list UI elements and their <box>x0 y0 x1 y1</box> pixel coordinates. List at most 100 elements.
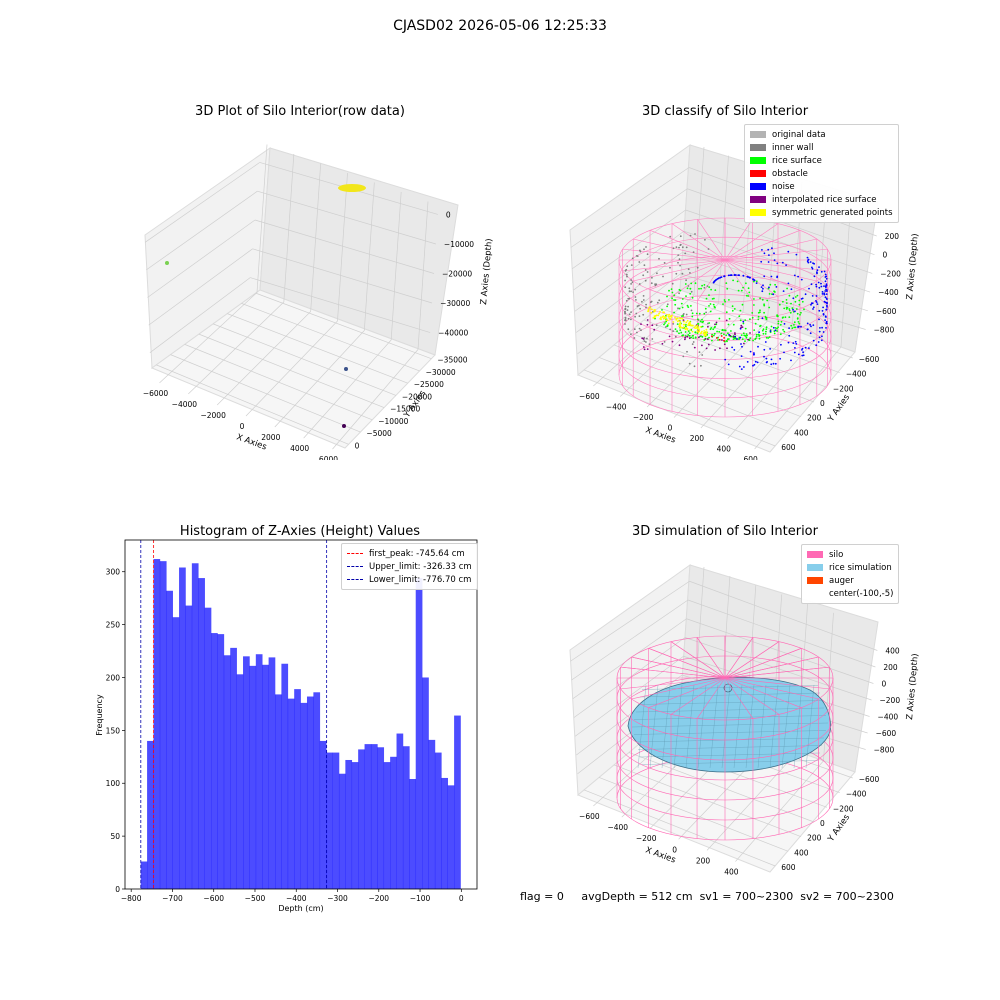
inner-wall-point <box>634 296 637 298</box>
y-tick-label: −25000 <box>414 380 444 389</box>
inner-wall-point <box>636 255 639 257</box>
y-tick-label: −5000 <box>366 429 392 438</box>
inner-wall-point <box>707 248 710 250</box>
noise-point <box>821 326 823 329</box>
inner-wall-point <box>701 354 704 356</box>
histogram-bar <box>313 692 321 889</box>
inner-wall-point <box>634 315 636 318</box>
noise-point <box>774 362 777 365</box>
symmetric-point <box>705 328 708 331</box>
inner-wall-point <box>633 328 636 331</box>
y-gridline <box>628 332 815 403</box>
y-tick-label: −400 <box>846 790 867 799</box>
histogram-bar <box>185 605 193 889</box>
noise-point <box>769 330 772 333</box>
inner-wall-point <box>681 272 684 275</box>
inner-wall-point <box>624 305 627 308</box>
noise-point <box>816 269 819 272</box>
histogram-bar <box>345 759 353 889</box>
x-gridline <box>700 329 793 429</box>
noise-point <box>781 261 784 264</box>
x-tick-label: −800 <box>121 894 142 903</box>
histogram-bar <box>166 590 173 889</box>
inner-wall-point <box>642 295 645 297</box>
z-left-gridline <box>577 273 681 355</box>
inner-wall-point <box>631 281 634 284</box>
symmetric-point <box>662 311 664 314</box>
interpolated-point <box>734 333 736 336</box>
noise-point <box>770 275 773 278</box>
panel2-chart[interactable]: −600 −400 −200 0 200 400 600 600 400 200 0 −200 −40… <box>560 130 920 460</box>
inner-wall-point <box>628 287 631 290</box>
noise-point <box>767 261 770 263</box>
interpolated-point <box>661 342 664 345</box>
panel4-silo-wireframe-front <box>616 636 834 841</box>
symmetric-point <box>697 331 700 334</box>
symmetric-point <box>647 308 650 311</box>
panel1-y-ticks: 0 −5000 −10000 −15000 −20000 −25000 −30000 −350… <box>355 356 468 451</box>
noise-point <box>801 354 804 357</box>
legend-entry: auger <box>807 574 893 587</box>
inner-wall-point <box>677 254 680 256</box>
rice-surface-point <box>763 311 765 314</box>
rice-surface-point <box>687 330 690 332</box>
noise-point <box>821 310 824 312</box>
rice-surface-point <box>713 332 716 335</box>
histogram-bars <box>140 559 461 889</box>
rice-surface-point <box>794 326 797 329</box>
rice-surface-point <box>757 315 760 318</box>
x-tick-label: 400 <box>724 868 739 877</box>
x-tick-label: 600 <box>743 455 758 460</box>
inner-wall-point <box>638 315 641 317</box>
x-tick-label: 0 <box>672 845 677 854</box>
rice-surface-point <box>679 289 682 292</box>
z-left-gridline <box>147 219 256 298</box>
y-gridline <box>227 313 408 384</box>
rice-surface-point <box>755 335 758 338</box>
inner-wall-point <box>630 333 632 336</box>
obstacle-point <box>720 335 723 337</box>
noise-point <box>734 335 737 338</box>
rice-surface-point <box>762 332 765 335</box>
noise-point <box>806 256 809 259</box>
z-tick-label: −200 <box>880 696 901 705</box>
inner-wall-point <box>649 301 652 304</box>
inner-wall-point <box>681 246 684 249</box>
rice-surface-point <box>753 329 756 331</box>
rice-surface-point <box>769 283 772 286</box>
rice-surface-point <box>758 337 761 340</box>
rice-mesh-line <box>637 700 823 705</box>
rice-surface-point <box>785 299 788 301</box>
rice-surface-point <box>676 330 678 333</box>
interpolated-point <box>725 319 728 322</box>
legend-swatch <box>750 157 766 164</box>
panel2-y-ticks: 600 400 200 0 −200 −400 −600 <box>781 355 879 452</box>
histogram-bar <box>211 633 218 889</box>
inner-wall-point <box>678 246 680 249</box>
interpolated-point <box>688 337 691 340</box>
noise-arc-point <box>746 276 749 278</box>
z-left-gridline <box>570 167 690 248</box>
obstacle-point <box>716 337 718 339</box>
symmetric-point <box>681 326 683 329</box>
noise-point <box>787 341 790 344</box>
histogram-bar <box>243 656 250 889</box>
inner-wall-point <box>650 282 653 285</box>
inner-wall-point <box>675 246 678 248</box>
z-tick-label: 400 <box>885 647 900 656</box>
rice-surface-point <box>701 325 704 328</box>
noise-point <box>817 281 820 284</box>
panel3-chart[interactable]: −800 −700 −600 −500 −400 −300 −200 −100 0 0 50 100… <box>85 535 485 915</box>
x-tick-label: 400 <box>717 445 732 454</box>
x-tick-label: 0 <box>668 424 673 433</box>
rice-surface-point <box>761 329 764 332</box>
histogram-bar <box>300 702 308 889</box>
rice-surface-point <box>774 327 777 329</box>
x-tick-label: −2000 <box>200 411 226 420</box>
y-gridline <box>598 777 789 852</box>
noise-point <box>819 327 821 329</box>
symmetric-point <box>698 330 701 333</box>
rice-surface-point <box>785 306 788 309</box>
